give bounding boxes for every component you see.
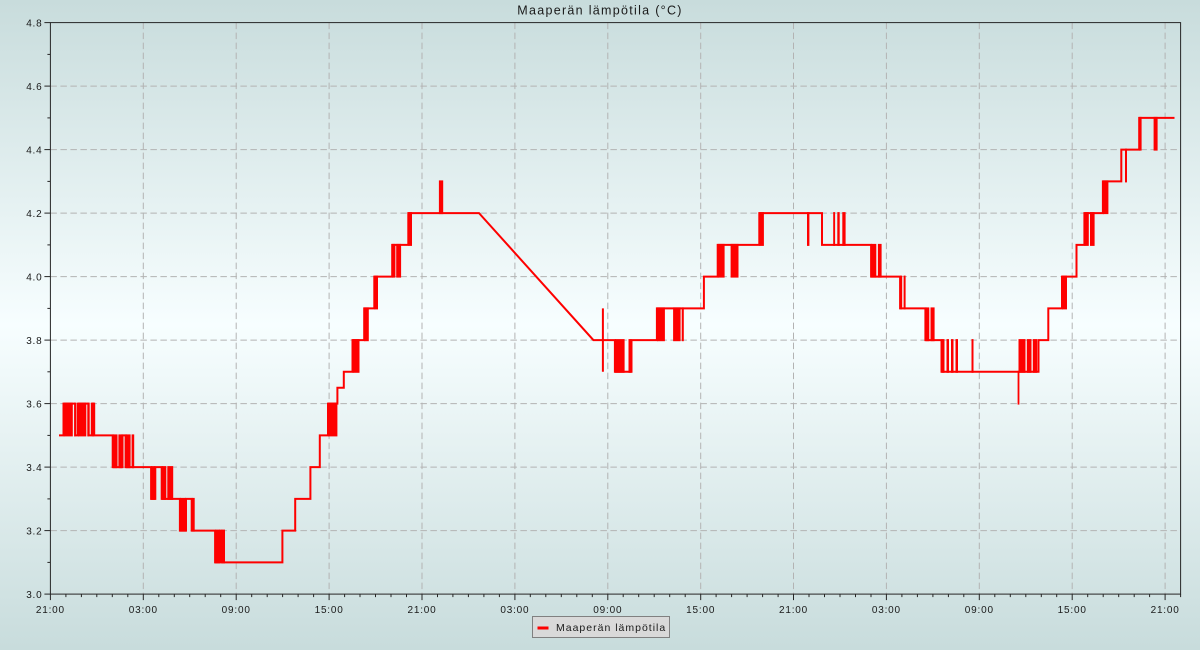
svg-text:3.0: 3.0 bbox=[26, 590, 42, 601]
svg-text:15:00: 15:00 bbox=[1058, 605, 1087, 616]
svg-text:21:00: 21:00 bbox=[1151, 605, 1180, 616]
svg-text:21:00: 21:00 bbox=[779, 605, 808, 616]
svg-text:4.8: 4.8 bbox=[26, 19, 42, 30]
svg-text:4.2: 4.2 bbox=[26, 209, 42, 220]
svg-text:3.8: 3.8 bbox=[26, 336, 42, 347]
svg-text:3.4: 3.4 bbox=[26, 463, 42, 474]
svg-text:3.2: 3.2 bbox=[26, 527, 42, 538]
svg-text:15:00: 15:00 bbox=[686, 605, 715, 616]
svg-text:09:00: 09:00 bbox=[965, 605, 994, 616]
svg-text:4.0: 4.0 bbox=[26, 273, 42, 284]
svg-text:09:00: 09:00 bbox=[222, 605, 251, 616]
svg-text:03:00: 03:00 bbox=[872, 605, 901, 616]
svg-text:21:00: 21:00 bbox=[36, 605, 65, 616]
svg-text:09:00: 09:00 bbox=[593, 605, 622, 616]
svg-text:03:00: 03:00 bbox=[500, 605, 529, 616]
svg-text:Maaperän lämpötila: Maaperän lämpötila bbox=[556, 622, 666, 634]
svg-text:3.6: 3.6 bbox=[26, 400, 42, 411]
svg-text:Maaperän lämpötila (°C): Maaperän lämpötila (°C) bbox=[517, 4, 683, 18]
svg-text:15:00: 15:00 bbox=[315, 605, 344, 616]
svg-text:4.6: 4.6 bbox=[26, 82, 42, 93]
svg-text:21:00: 21:00 bbox=[407, 605, 436, 616]
svg-text:4.4: 4.4 bbox=[26, 146, 42, 157]
svg-text:03:00: 03:00 bbox=[129, 605, 158, 616]
